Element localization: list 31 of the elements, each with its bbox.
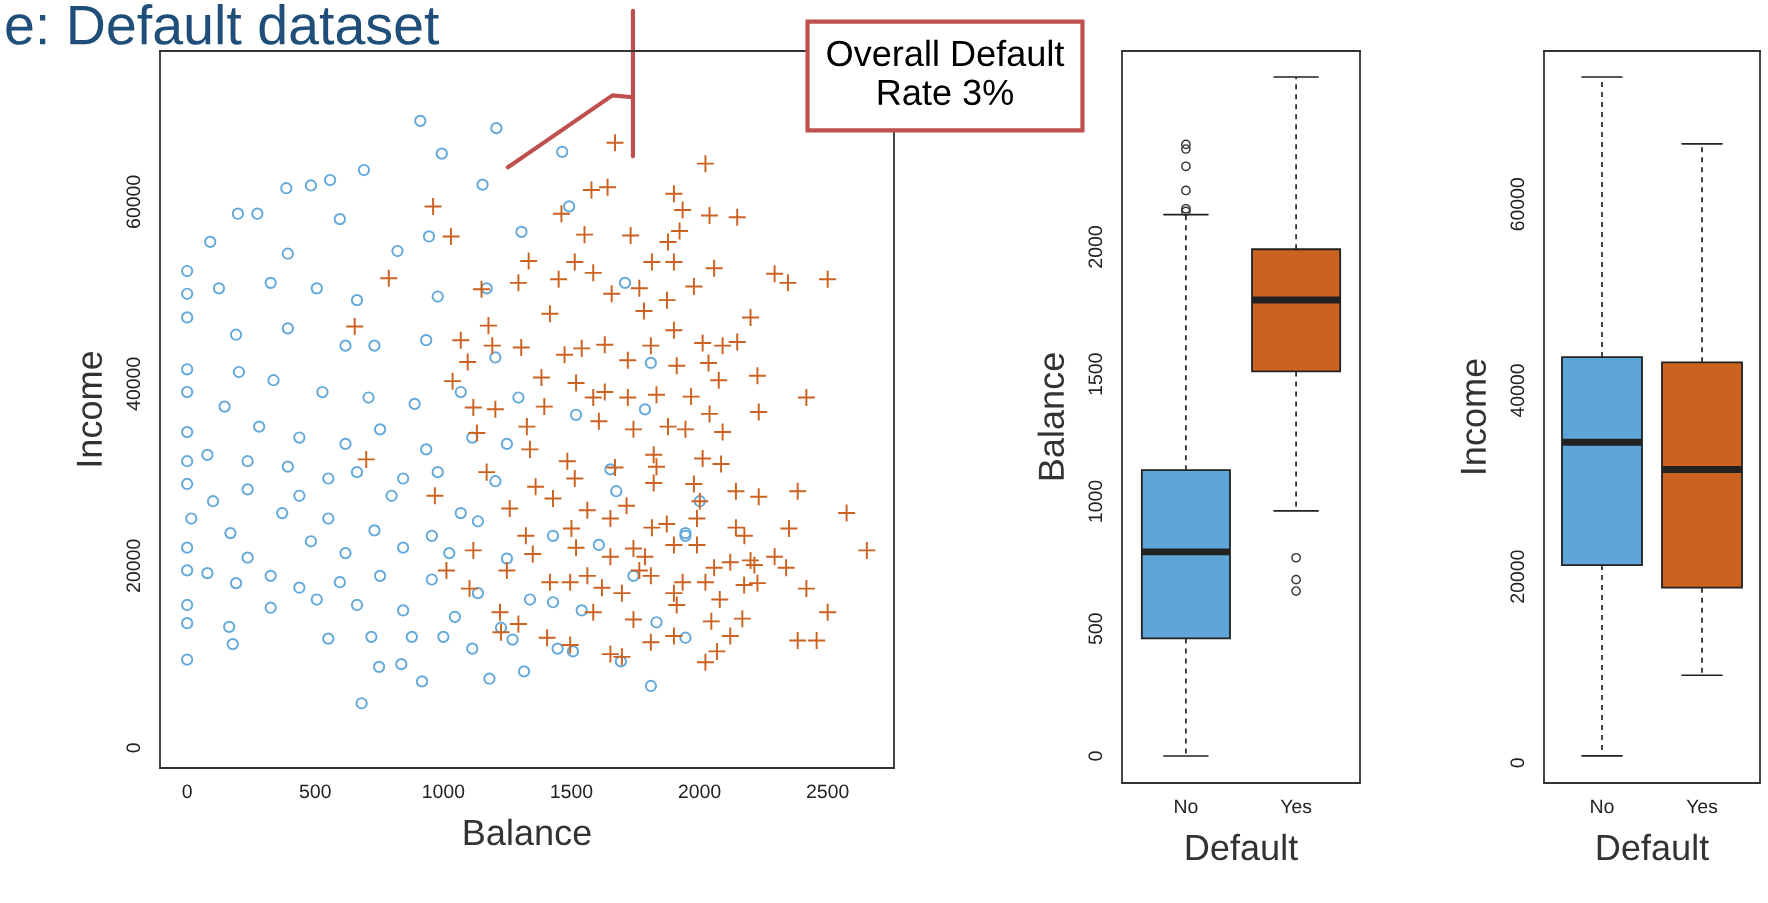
y-axis-title: Income [1460, 359, 1487, 473]
x-axis-title: Balance [464, 818, 591, 846]
x-axis-title: Default [1597, 833, 1709, 861]
y-tick-label: 20000 [126, 539, 141, 592]
x-tick-label: 1500 [551, 784, 593, 799]
chart-title: e: Default dataset [6, 4, 440, 45]
x-tick-label: 2000 [678, 784, 721, 799]
y-tick-label: 60000 [126, 175, 141, 228]
y-tick-label: 40000 [1510, 364, 1525, 418]
x-tick-label: No [1591, 799, 1614, 814]
y-tick-label: 60000 [1510, 178, 1525, 231]
y-tick-label: 1500 [1088, 353, 1103, 395]
annotation: Overall Default Rate 3% [827, 39, 1065, 106]
x-tick-label: 2500 [807, 784, 849, 799]
x-tick-label: 0 [182, 784, 192, 799]
y-axis-title: Income [76, 351, 103, 466]
x-axis-title: Default [1186, 833, 1298, 861]
y-tick-label: 20000 [1510, 550, 1525, 603]
y-tick-label: 40000 [126, 357, 141, 411]
x-tick-label: 1000 [423, 784, 465, 799]
y-tick-label: 2000 [1088, 226, 1103, 268]
y-tick-label: 0 [126, 743, 141, 753]
y-tick-label: 1000 [1088, 480, 1103, 522]
y-tick-label: 0 [1510, 758, 1525, 768]
y-tick-label: 0 [1088, 751, 1103, 761]
y-axis-title: Balance [1037, 353, 1065, 480]
x-tick-label: 500 [299, 784, 331, 799]
y-tick-label: 500 [1088, 613, 1103, 645]
x-tick-label: No [1175, 799, 1198, 814]
x-tick-label: Yes [1686, 799, 1718, 814]
x-tick-label: Yes [1280, 799, 1312, 814]
